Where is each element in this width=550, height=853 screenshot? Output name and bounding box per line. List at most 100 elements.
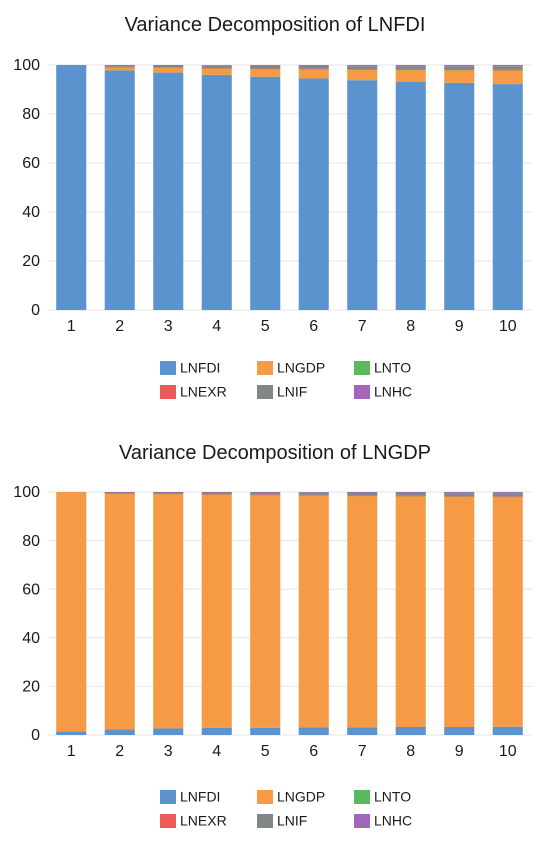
- chart2-y-tick-label: 20: [22, 679, 40, 696]
- chart1-bar-lnfdi-10: [492, 84, 523, 310]
- chart2-bar-lnexr-7: [347, 495, 378, 496]
- chart2-bar-lnexr-10: [492, 496, 523, 497]
- chart1-bar-lnif-10: [492, 66, 523, 70]
- chart2-bar-lngdp-4: [201, 494, 232, 728]
- chart1-bar-lnhc-2: [104, 65, 135, 66]
- chart2-legend-label-lngdp: LNGDP: [277, 789, 325, 805]
- chart1-bar-lngdp-6: [298, 69, 329, 79]
- chart2-bar-lnexr-3: [153, 493, 184, 494]
- chart2-bar-lngdp-1: [56, 492, 87, 732]
- chart2-bar-lnif-3: [153, 492, 184, 494]
- chart2-bar-lnhc-10: [492, 492, 523, 494]
- chart1-x-tick-label: 4: [212, 318, 221, 335]
- chart1-bar-lnexr-10: [492, 69, 523, 71]
- chart2-y-tick-label: 40: [22, 630, 40, 647]
- chart1-bar-lnhc-4: [201, 65, 232, 66]
- chart1-x-tick-label: 8: [406, 318, 415, 335]
- chart2-bar-lngdp-5: [250, 494, 281, 728]
- chart1-x-tick-label: 1: [67, 318, 76, 335]
- chart2-bar-lngdp-10: [492, 496, 523, 727]
- chart2-legend-swatch-lngdp: [257, 790, 273, 804]
- chart2-legend-swatch-lnto: [354, 790, 370, 804]
- chart2-bar-lnhc-3: [153, 492, 184, 493]
- chart1-bar-lnif-7: [347, 66, 378, 70]
- chart2-bar-lngdp-9: [444, 496, 475, 727]
- chart1-legend-label-lnto: LNTO: [374, 360, 411, 376]
- chart2-x-tick-label: 7: [358, 743, 367, 760]
- chart1-title: Variance Decomposition of LNFDI: [125, 14, 426, 36]
- chart1-bar-lnfdi-7: [347, 80, 378, 310]
- chart2-bar-lnfdi-9: [444, 726, 475, 735]
- chart2-bar-lnif-9: [444, 493, 475, 497]
- chart2-bar-lnfdi-4: [201, 727, 232, 735]
- chart2-x-tick-label: 2: [115, 743, 124, 760]
- chart1-legend-label-lnfdi: LNFDI: [180, 360, 220, 376]
- chart1-bar-lnif-8: [395, 66, 426, 70]
- chart1-bar-lnif-6: [298, 65, 329, 69]
- chart1-y-tick-label: 40: [22, 204, 40, 221]
- chart1-bar-lnfdi-2: [104, 70, 135, 310]
- chart1-legend-label-lnhc: LNHC: [374, 384, 412, 400]
- chart1-bar-lnexr-4: [201, 67, 232, 69]
- chart2-legend-swatch-lnfdi: [160, 790, 176, 804]
- chart2-y-tick-label: 80: [22, 533, 40, 550]
- chart2-bar-lnexr-6: [298, 494, 329, 496]
- chart1-bar-lngdp-2: [104, 67, 135, 71]
- chart2-x-tick-label: 9: [455, 743, 464, 760]
- chart1-bar-lngdp-8: [395, 69, 426, 82]
- chart1-bar-lnif-5: [250, 65, 281, 69]
- chart1-bar-lngdp-4: [201, 68, 232, 75]
- chart1-bar-lnhc-6: [298, 65, 329, 66]
- chart1-bar-lngdp-5: [250, 68, 281, 77]
- chart2-bar-lnfdi-7: [347, 727, 378, 735]
- chart2-bar-lnif-4: [201, 492, 232, 494]
- chart2-bar-lnexr-8: [395, 495, 426, 497]
- chart2-bar-lngdp-6: [298, 495, 329, 728]
- chart2-title: Variance Decomposition of LNGDP: [119, 442, 431, 464]
- chart1-bar-lnif-3: [153, 65, 184, 68]
- chart1-bar-lnfdi-9: [444, 82, 475, 310]
- chart1-legend-label-lngdp: LNGDP: [277, 360, 325, 376]
- chart2-x-tick-label: 8: [406, 743, 415, 760]
- chart1-y-tick-label: 100: [13, 57, 40, 74]
- chart1-legend-swatch-lngdp: [257, 361, 273, 375]
- chart2-x-tick-label: 3: [164, 743, 173, 760]
- chart1-bar-lnfdi-5: [250, 76, 281, 310]
- chart1-bar-lnexr-7: [347, 69, 378, 70]
- chart1-bar-lnif-4: [201, 65, 232, 68]
- chart1-bar-lnhc-5: [250, 65, 281, 66]
- chart1-bar-lnhc-8: [395, 65, 426, 67]
- chart1-bar-lngdp-3: [153, 67, 184, 73]
- chart2-bar-lnexr-5: [250, 494, 281, 495]
- chart1-legend-swatch-lnto: [354, 361, 370, 375]
- chart2-legend-label-lnto: LNTO: [374, 789, 411, 805]
- chart1-bar-lngdp-7: [347, 69, 378, 81]
- chart1-bar-lnexr-8: [395, 69, 426, 70]
- chart1-bar-lnhc-7: [347, 65, 378, 67]
- chart2-bar-lnif-6: [298, 492, 329, 495]
- chart1-legend-swatch-lnfdi: [160, 361, 176, 375]
- chart2-bar-lnif-10: [492, 493, 523, 497]
- chart1-legend-swatch-lnhc: [354, 385, 370, 399]
- chart1-bar-lngdp-9: [444, 70, 475, 83]
- chart2-bar-lnfdi-8: [395, 726, 426, 735]
- chart1-bar-lnif-2: [104, 65, 135, 67]
- chart2-bar-lngdp-8: [395, 496, 426, 727]
- chart1-x-tick-label: 7: [358, 318, 367, 335]
- chart2-bar-lngdp-3: [153, 493, 184, 729]
- chart2-bar-lnif-2: [104, 492, 135, 493]
- chart-lngdp: Variance Decomposition of LNGDP 0 20 40 60 80…: [0, 425, 550, 853]
- chart1-x-tick-label: 6: [309, 318, 318, 335]
- chart-lngdp-svg: Variance Decomposition of LNGDP 0 20 40 60 80…: [13, 442, 532, 829]
- chart1-x-tick-label: 10: [499, 318, 517, 335]
- chart1-x-tick-label: 3: [164, 318, 173, 335]
- chart1-y-tick-label: 0: [31, 302, 40, 319]
- chart1-legend-swatch-lnif: [257, 385, 273, 399]
- chart2-bar-lnhc-7: [347, 492, 378, 493]
- chart2-bar-lnfdi-1: [56, 731, 87, 735]
- chart2-bar-lnhc-6: [298, 492, 329, 493]
- chart2-x-tick-label: 6: [309, 743, 318, 760]
- chart1-x-tick-label: 2: [115, 318, 124, 335]
- chart1-bar-lnif-9: [444, 66, 475, 70]
- chart2-bar-lnfdi-2: [104, 729, 135, 735]
